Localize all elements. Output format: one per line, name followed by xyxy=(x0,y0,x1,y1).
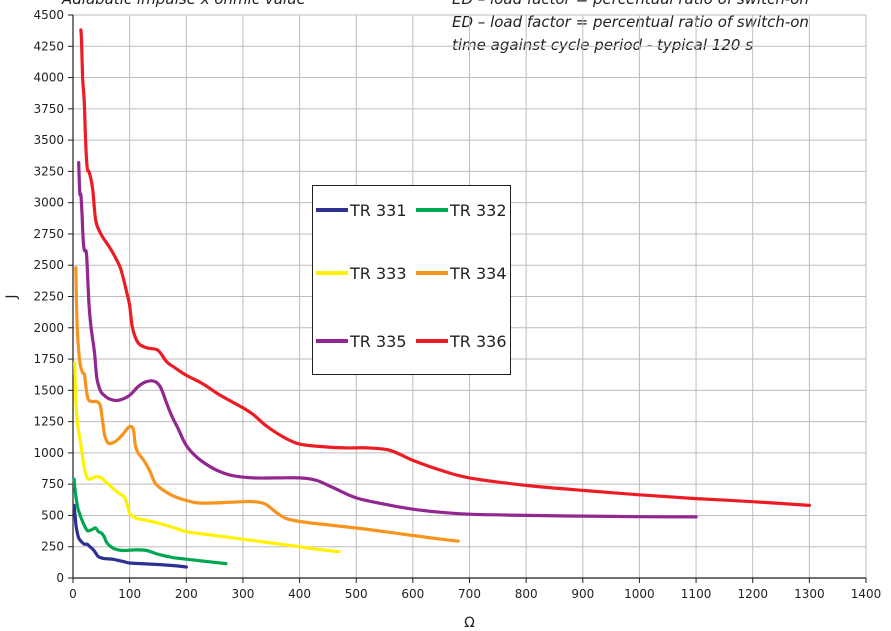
y-tick-label: 250 xyxy=(41,540,64,554)
chart-legend: TR 331 TR 332 TR 333 TR 334 TR 335 TR 33… xyxy=(312,185,511,375)
tick-labels: 0250500750100012501500175020002250250027… xyxy=(33,8,881,601)
chart-note-right-line-3: time against cycle period - typical 120 … xyxy=(452,36,754,54)
y-tick-label: 1500 xyxy=(33,383,64,397)
y-tick-label: 0 xyxy=(56,571,64,585)
y-tick-label: 4500 xyxy=(33,8,64,22)
chart-note-left: Adiabatic impulse x ohmic value xyxy=(62,0,306,9)
y-tick-label: 2250 xyxy=(33,290,64,304)
legend-label-tr-336: TR 336 xyxy=(450,331,507,351)
legend-item-tr-336: TR 336 xyxy=(416,331,507,351)
series-line-tr-334 xyxy=(74,266,460,543)
y-tick-label: 2500 xyxy=(33,258,64,272)
y-tick-label: 500 xyxy=(41,508,64,522)
x-tick-label: 1400 xyxy=(851,587,882,601)
series-line-tr-332 xyxy=(72,477,228,566)
chart-note-right-line-1: ED – load factor = percentual ratio of s… xyxy=(452,0,809,9)
legend-label-tr-332: TR 332 xyxy=(450,200,507,220)
x-tick-label: 200 xyxy=(175,587,198,601)
y-tick-label: 2750 xyxy=(33,227,64,241)
legend-label-tr-335: TR 335 xyxy=(350,331,407,351)
legend-swatch-tr-335 xyxy=(316,339,348,343)
x-tick-label: 1300 xyxy=(794,587,825,601)
x-axis-title: Ω xyxy=(464,615,475,631)
x-tick-label: 600 xyxy=(401,587,424,601)
legend-swatch-tr-331 xyxy=(316,208,348,212)
y-tick-label: 3250 xyxy=(33,164,64,178)
x-tick-label: 800 xyxy=(515,587,538,601)
y-tick-label: 1750 xyxy=(33,352,64,366)
series-line-tr-333 xyxy=(73,361,341,554)
series-line-tr-331 xyxy=(72,503,188,569)
x-tick-label: 700 xyxy=(458,587,481,601)
y-tick-label: 1250 xyxy=(33,415,64,429)
chart-note-right-line-2: ED – load factor = percentual ratio of s… xyxy=(452,13,809,31)
x-tick-label: 400 xyxy=(288,587,311,601)
legend-label-tr-333: TR 333 xyxy=(350,263,407,283)
x-tick-label: 300 xyxy=(231,587,254,601)
y-tick-label: 1000 xyxy=(33,446,64,460)
x-tick-label: 0 xyxy=(69,587,77,601)
y-tick-label: 2000 xyxy=(33,321,64,335)
legend-item-tr-335: TR 335 xyxy=(316,331,407,351)
legend-item-tr-331: TR 331 xyxy=(316,200,407,220)
series-group xyxy=(72,28,811,569)
x-tick-label: 100 xyxy=(118,587,141,601)
legend-label-tr-331: TR 331 xyxy=(350,200,407,220)
legend-item-tr-332: TR 332 xyxy=(416,200,507,220)
y-tick-label: 3750 xyxy=(33,102,64,116)
x-tick-label: 1000 xyxy=(624,587,655,601)
legend-swatch-tr-332 xyxy=(416,208,448,212)
legend-swatch-tr-333 xyxy=(316,271,348,275)
x-tick-label: 1200 xyxy=(737,587,768,601)
legend-swatch-tr-336 xyxy=(416,339,448,343)
legend-item-tr-334: TR 334 xyxy=(416,263,507,283)
legend-swatch-tr-334 xyxy=(416,271,448,275)
y-tick-label: 4250 xyxy=(33,39,64,53)
legend-item-tr-333: TR 333 xyxy=(316,263,407,283)
y-tick-label: 4000 xyxy=(33,71,64,85)
x-tick-label: 900 xyxy=(571,587,594,601)
series-line-tr-336 xyxy=(79,28,811,507)
y-tick-label: 750 xyxy=(41,477,64,491)
series-line-tr-335 xyxy=(77,161,698,519)
legend-label-tr-334: TR 334 xyxy=(450,263,507,283)
x-tick-label: 1100 xyxy=(681,587,712,601)
y-axis-title: J xyxy=(4,294,20,299)
x-tick-label: 500 xyxy=(345,587,368,601)
y-tick-label: 3000 xyxy=(33,196,64,210)
y-tick-label: 3500 xyxy=(33,133,64,147)
